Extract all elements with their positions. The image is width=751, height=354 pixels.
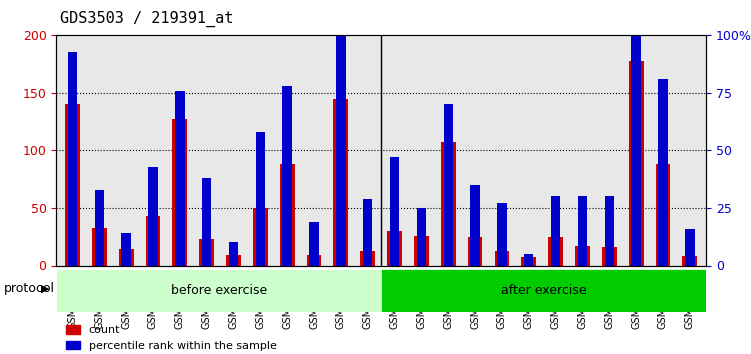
Text: ▶: ▶ <box>41 284 50 293</box>
Bar <box>414 236 429 266</box>
Bar <box>388 231 402 266</box>
Bar <box>495 251 509 266</box>
Bar <box>333 99 348 266</box>
Bar <box>255 132 265 266</box>
Bar <box>122 233 131 266</box>
Bar <box>175 91 185 266</box>
Bar <box>68 51 77 266</box>
Bar <box>119 249 134 266</box>
FancyBboxPatch shape <box>56 269 381 312</box>
Bar <box>468 237 482 266</box>
Bar <box>659 79 668 266</box>
Bar <box>683 256 697 266</box>
Bar <box>390 157 400 266</box>
Bar <box>226 255 241 266</box>
Bar <box>360 251 375 266</box>
Bar <box>253 208 267 266</box>
Bar <box>146 216 161 266</box>
Bar <box>470 185 480 266</box>
Bar <box>229 242 238 266</box>
Bar <box>548 237 563 266</box>
Bar <box>551 196 560 266</box>
Legend: count, percentile rank within the sample: count, percentile rank within the sample <box>62 321 281 354</box>
Bar <box>306 255 321 266</box>
Bar <box>199 239 214 266</box>
Bar <box>363 199 372 266</box>
Bar <box>602 247 617 266</box>
Bar <box>309 222 318 266</box>
Bar <box>575 246 590 266</box>
Bar <box>173 119 187 266</box>
Bar <box>444 104 453 266</box>
Bar <box>92 228 107 266</box>
Text: protocol: protocol <box>4 282 55 295</box>
Bar <box>578 196 587 266</box>
Text: GDS3503 / 219391_at: GDS3503 / 219391_at <box>60 11 234 27</box>
Bar <box>336 28 345 266</box>
Bar <box>656 164 671 266</box>
Bar <box>95 190 104 266</box>
Bar <box>282 86 292 266</box>
FancyBboxPatch shape <box>381 269 706 312</box>
Bar <box>685 229 695 266</box>
Text: before exercise: before exercise <box>170 284 267 297</box>
Text: after exercise: after exercise <box>501 284 587 297</box>
Bar <box>524 254 533 266</box>
Bar <box>65 104 80 266</box>
Bar <box>605 196 614 266</box>
Bar <box>417 208 426 266</box>
Bar <box>441 142 456 266</box>
Bar <box>148 166 158 266</box>
Bar <box>521 257 536 266</box>
Bar <box>632 35 641 266</box>
Bar <box>629 61 644 266</box>
Bar <box>497 203 507 266</box>
Bar <box>202 178 211 266</box>
Bar <box>280 164 294 266</box>
